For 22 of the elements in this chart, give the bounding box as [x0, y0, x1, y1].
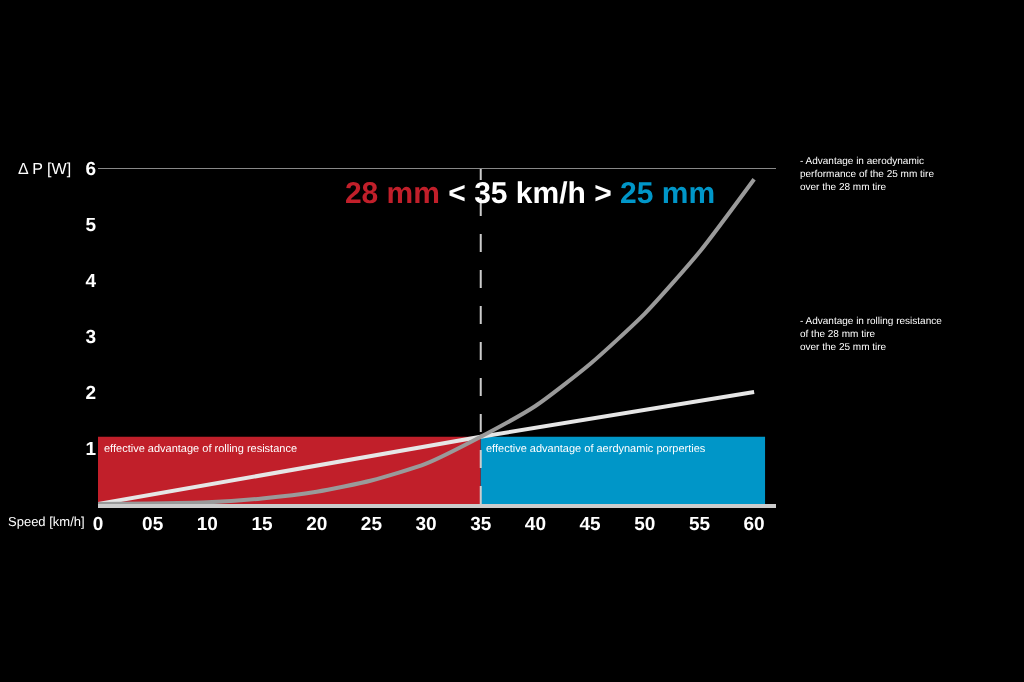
- y-tick-label: 6: [85, 158, 96, 181]
- x-tick-label: 60: [743, 514, 765, 537]
- x-tick-label: 55: [688, 514, 712, 537]
- x-tick-label: 35: [470, 514, 493, 537]
- x-tick-label: 50: [634, 514, 656, 537]
- x-tick-label: 0: [92, 514, 104, 537]
- y-tick-label: 2: [85, 382, 96, 405]
- x-tick-label: 45: [579, 514, 603, 537]
- y-axis-title: Δ P [W]: [18, 160, 72, 178]
- y-tick-label: 3: [85, 326, 96, 349]
- x-tick-label: 10: [196, 514, 218, 537]
- chart-title: 28 mm < 35 km/h > 25 mm: [344, 176, 716, 211]
- x-tick-label: 40: [524, 514, 546, 537]
- y-tick-label: 5: [85, 214, 98, 237]
- x-tick-label: 15: [251, 514, 275, 537]
- y-tick-label: 1: [85, 438, 98, 461]
- x-tick-label: 05: [142, 514, 165, 537]
- y-tick-label: 4: [85, 270, 98, 293]
- x-tick-label: 30: [415, 514, 437, 537]
- x-tick-label: 25: [360, 514, 384, 537]
- line-series: [98, 177, 757, 504]
- x-tick-label: 20: [306, 514, 328, 537]
